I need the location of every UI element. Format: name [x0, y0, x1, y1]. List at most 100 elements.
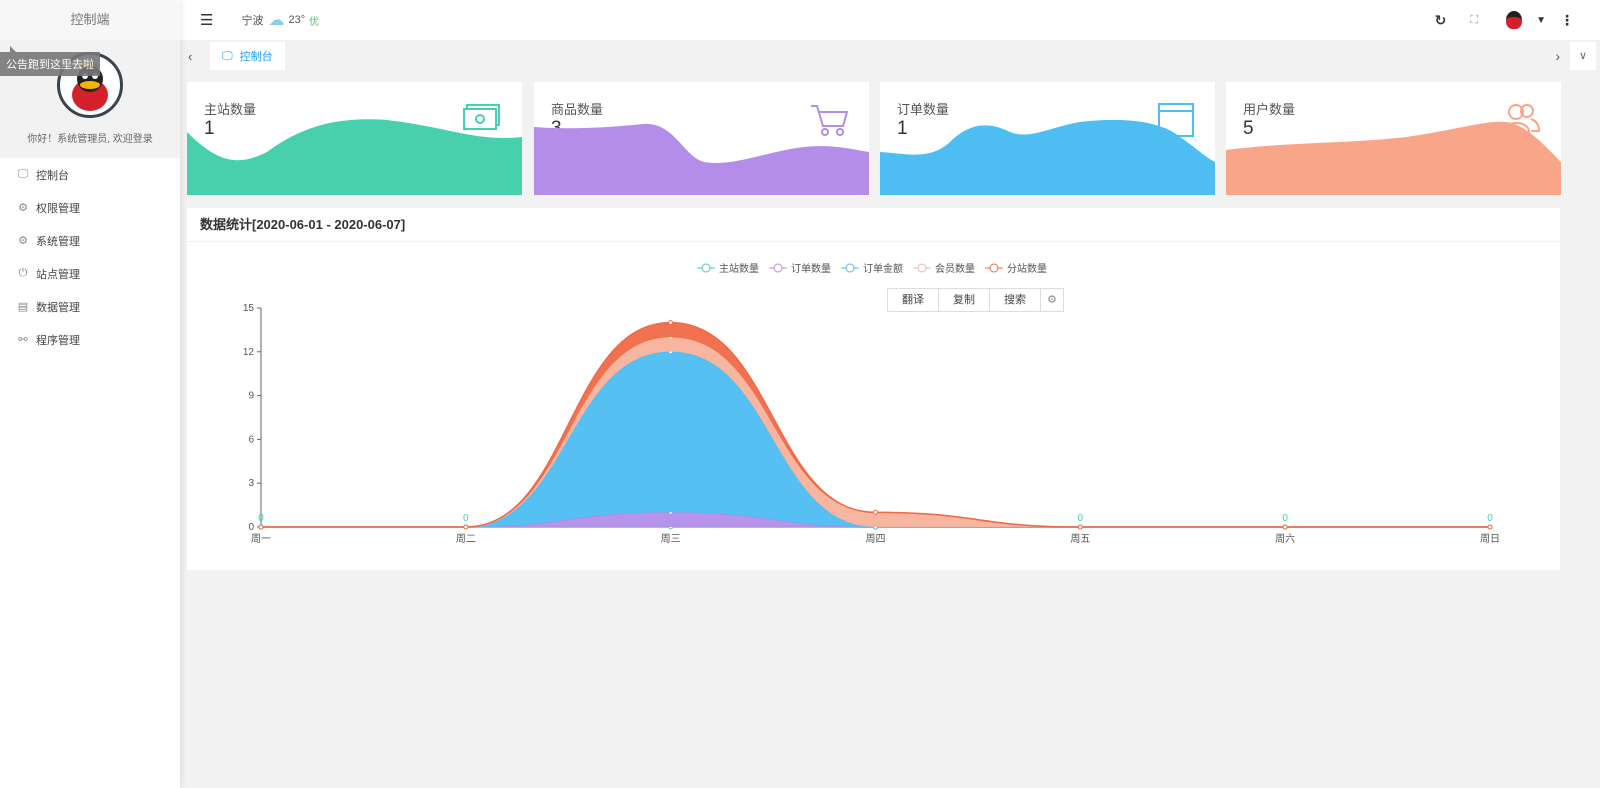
sidebar-item[interactable]: 🖵 控制台: [0, 158, 180, 191]
refresh-icon[interactable]: ↻: [1434, 11, 1447, 28]
cart-icon: [809, 102, 849, 141]
y-tick-label: 9: [248, 391, 254, 402]
stat-card[interactable]: 用户数量 5: [1226, 82, 1561, 195]
data-point: [258, 524, 264, 530]
data-point: [1077, 524, 1083, 530]
x-tick-label: 周四: [866, 533, 886, 545]
data-point: [1487, 524, 1493, 530]
legend-marker: [841, 263, 859, 272]
line-1: [260, 511, 1490, 528]
notice-tooltip: 公告跑到这里去啦: [0, 46, 100, 76]
data-point: [1282, 524, 1288, 530]
sidebar-item-label: 站点管理: [36, 268, 80, 281]
chart-toolbar: 翻译 复制 搜索 ⚙: [887, 288, 1064, 312]
search-button[interactable]: 搜索: [990, 289, 1041, 311]
card-sparkline: [880, 119, 1215, 195]
tab-scroll-left-icon[interactable]: ‹: [188, 48, 193, 64]
card-value: 5: [1243, 118, 1254, 139]
x-tick-label: 周日: [1480, 533, 1500, 545]
monitor-icon: 🖵: [222, 49, 233, 62]
stat-card[interactable]: 主站数量 1: [187, 82, 522, 195]
legend-marker: [913, 263, 931, 272]
tab-bar: ‹ 🖵 控制台 › ∨: [180, 40, 1600, 72]
data-point: [1077, 524, 1083, 530]
tab-dashboard[interactable]: 🖵 控制台: [210, 42, 285, 70]
legend-item[interactable]: 主站数量: [697, 260, 759, 275]
area-3: [261, 337, 1490, 527]
stat-card[interactable]: 商品数量3: [534, 82, 869, 195]
line-4: [260, 321, 1490, 528]
area-2: [261, 351, 1490, 527]
data-point: [1487, 524, 1493, 530]
legend-marker: [769, 263, 787, 272]
tab-menu-chevron-down-icon[interactable]: ∨: [1570, 42, 1596, 70]
settings-gear-icon[interactable]: ⚙: [1047, 294, 1057, 306]
chart-legend: 主站数量 订单数量 订单金额 会员数量 分站数量: [697, 260, 1047, 275]
data-label: 0: [668, 513, 674, 524]
monitor-icon: 🖵: [17, 168, 29, 180]
sidebar: 控制端 公告跑到这里去啦 你好！系统管理员, 欢迎登录 🖵 控制台 ⚙ 权限管理 ⚙ 系统…: [0, 0, 180, 788]
legend-item[interactable]: 分站数量: [985, 260, 1047, 275]
menu-toggle-icon[interactable]: ☰: [200, 12, 214, 29]
fullscreen-icon[interactable]: ⛶: [1470, 13, 1479, 26]
legend-item[interactable]: 订单金额: [841, 260, 903, 275]
legend-label: 订单数量: [791, 264, 831, 275]
dropdown-caret-icon[interactable]: ▼: [1536, 14, 1546, 26]
data-label: 0: [873, 513, 879, 524]
translate-button[interactable]: 翻译: [888, 289, 939, 311]
welcome-text: 你好！系统管理员, 欢迎登录: [27, 134, 153, 145]
card-value: 1: [204, 118, 215, 139]
data-point: [463, 524, 469, 530]
area-1: [261, 512, 1490, 527]
data-point: [1282, 524, 1288, 530]
sidebar-item-label: 程序管理: [36, 334, 80, 347]
data-point: [258, 524, 264, 530]
data-point: [463, 524, 469, 530]
card-sparkline: [1226, 121, 1561, 195]
data-point: [1077, 524, 1083, 530]
panel-title: 数据统计[2020-06-01 - 2020-06-07]: [187, 208, 1560, 242]
sidebar-item[interactable]: ⚯ 程序管理: [0, 323, 180, 356]
legend-item[interactable]: 订单数量: [769, 260, 831, 275]
data-point: [873, 509, 878, 515]
y-tick-label: 3: [248, 478, 254, 489]
sidebar-item[interactable]: ⚙ 系统管理: [0, 224, 180, 257]
brand: 控制端: [0, 0, 180, 40]
sidebar-item[interactable]: ▤ 数据管理: [0, 290, 180, 323]
sidebar-item-label: 控制台: [36, 169, 69, 182]
line-2: [260, 351, 1490, 528]
legend-item[interactable]: 会员数量: [913, 260, 975, 275]
legend-label: 会员数量: [935, 264, 975, 275]
legend-label: 订单金额: [863, 264, 903, 275]
legend-label: 主站数量: [719, 264, 759, 275]
tab-label: 控制台: [239, 51, 273, 63]
link-icon: ⚯: [18, 334, 28, 346]
data-point: [463, 524, 469, 530]
sidebar-item-label: 权限管理: [36, 202, 80, 215]
data-point: [463, 524, 469, 530]
card-title: 用户数量: [1243, 102, 1296, 117]
legend-label: 分站数量: [1007, 264, 1047, 275]
stat-card[interactable]: 订单数量 1: [880, 82, 1215, 195]
copy-button[interactable]: 复制: [939, 289, 990, 311]
more-vertical-icon[interactable]: ⋮: [1560, 11, 1574, 28]
card-sparkline: [187, 119, 522, 195]
line-3: [260, 336, 1490, 528]
data-point: [668, 334, 674, 340]
tab-scroll-right-icon[interactable]: ›: [1555, 48, 1560, 64]
data-point: [258, 524, 264, 530]
header: ☰ 宁波 ☁ 23° 优 ↻ ⛶ ▼ ⋮: [180, 0, 1600, 40]
data-label: 0: [1078, 513, 1084, 524]
x-tick-label: 周五: [1070, 533, 1090, 545]
user-avatar[interactable]: [1506, 11, 1523, 29]
profile: 公告跑到这里去啦 你好！系统管理员, 欢迎登录: [0, 40, 180, 158]
data-point: [1487, 524, 1493, 530]
data-point: [258, 524, 264, 530]
data-point: [668, 524, 674, 530]
card-value: 1: [897, 118, 908, 139]
card-sparkline: [534, 123, 869, 195]
x-tick-label: 周三: [661, 533, 681, 545]
sidebar-item[interactable]: ⏻ 站点管理: [0, 257, 180, 290]
sidebar-item[interactable]: ⚙ 权限管理: [0, 191, 180, 224]
card-title: 订单数量: [897, 102, 950, 117]
